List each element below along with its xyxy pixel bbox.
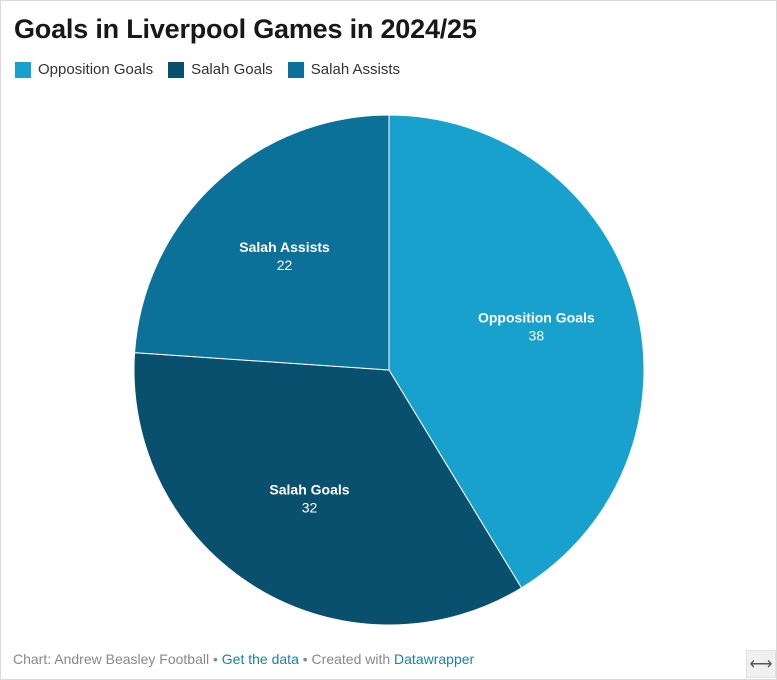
slice-label-name: Salah Assists: [239, 239, 330, 255]
footer-created-with: Created with: [311, 651, 391, 667]
legend-item-salah-assists: Salah Assists: [287, 61, 401, 78]
chart-footer: Chart: Andrew Beasley Football • Get the…: [13, 651, 474, 667]
pie-labels: Opposition Goals 38 Salah Goals 32 Salah Ass…: [239, 239, 595, 516]
get-the-data-link[interactable]: Get the data: [221, 651, 299, 667]
legend-swatch: [168, 61, 185, 78]
slice-label: Salah Assists 22: [239, 239, 330, 273]
chart-title: Goals in Liverpool Games in 2024/25: [14, 14, 477, 44]
pie-slices: [133, 114, 645, 626]
slice-label-name: Opposition Goals: [478, 310, 595, 326]
slice-label-value: 38: [529, 328, 545, 344]
resize-glyph: ⟷: [749, 656, 773, 673]
legend-swatch: [287, 61, 304, 78]
footer-separator: •: [213, 651, 218, 667]
resize-horizontal-icon[interactable]: ⟷: [746, 650, 776, 678]
pie-slice-salah-goals: [133, 352, 523, 626]
legend-item-opposition-goals: Opposition Goals: [15, 61, 153, 78]
legend-label: Salah Goals: [191, 61, 273, 78]
footer-separator: •: [302, 651, 308, 667]
footer-credit: Chart: Andrew Beasley Football: [13, 651, 210, 667]
legend-swatch: [15, 61, 31, 78]
legend-item-salah-goals: Salah Goals: [168, 61, 273, 78]
pie-slice-salah-assists: [134, 114, 390, 371]
datawrapper-link[interactable]: Datawrapper: [394, 651, 475, 667]
slice-label-name: Salah Goals: [269, 482, 349, 498]
slice-label: Opposition Goals 38: [478, 310, 595, 344]
pie-chart: Opposition Goals 38 Salah Goals 32 Salah Ass…: [133, 114, 645, 626]
slice-label: Salah Goals 32: [269, 482, 349, 516]
pie-slice-opposition-goals: [388, 114, 645, 589]
legend-label: Opposition Goals: [38, 61, 154, 78]
chart-legend: Opposition Goals Salah Goals Salah Assis…: [15, 61, 400, 78]
slice-label-value: 32: [302, 500, 318, 516]
legend-label: Salah Assists: [310, 61, 401, 78]
slice-label-value: 22: [277, 257, 293, 273]
